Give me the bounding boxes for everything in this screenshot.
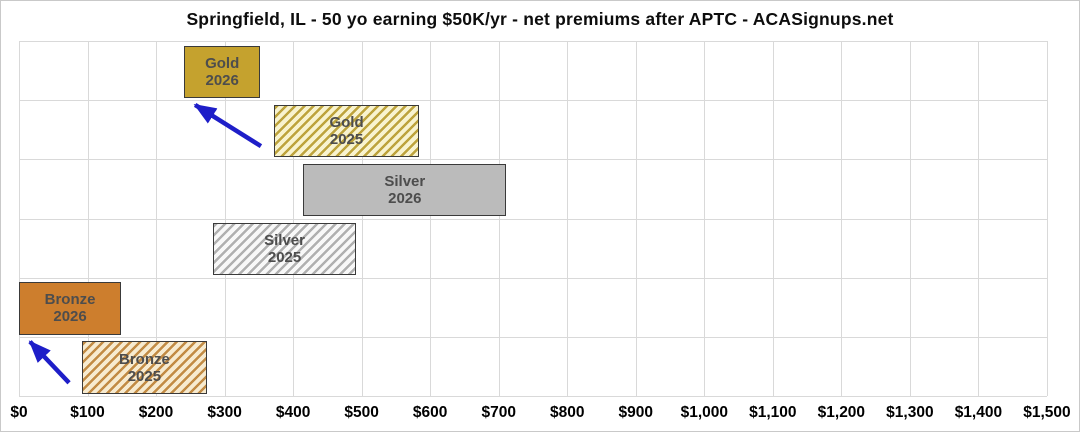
gridline-horizontal — [19, 336, 1047, 338]
bar-year-label: 2025 — [127, 367, 162, 385]
range-bar-bronze-2026: Bronze 2026 — [19, 282, 122, 335]
range-bar-gold-2025: Gold 2025 — [273, 104, 420, 158]
x-axis-tick-label: $500 — [344, 404, 379, 421]
gridline-horizontal — [19, 277, 1047, 279]
gridline-horizontal — [19, 100, 1047, 102]
gridline-horizontal — [19, 159, 1047, 161]
x-axis-tick-label: $300 — [207, 404, 242, 421]
bar-year-label: 2026 — [53, 308, 87, 326]
bar-tier-label: Bronze — [44, 291, 96, 309]
bar-year-label: 2026 — [388, 190, 422, 208]
gridline-horizontal — [19, 218, 1047, 220]
bar-year-label: 2025 — [267, 249, 302, 267]
x-axis-tick-label: $900 — [618, 404, 653, 421]
bar-tier-label: Silver — [384, 173, 426, 191]
gridline-horizontal — [19, 396, 1047, 397]
x-axis-tick-label: $1,500 — [1023, 404, 1071, 421]
x-axis-tick-label: $100 — [70, 404, 105, 421]
x-axis-tick-label: $0 — [10, 404, 28, 421]
x-axis-tick-label: $800 — [549, 404, 585, 421]
x-axis-tick-label: $1,100 — [749, 404, 797, 421]
x-axis-tick-label: $1,200 — [817, 404, 866, 421]
trend-arrow-bronze — [28, 340, 71, 385]
x-axis-tick-label: $700 — [481, 404, 516, 421]
x-axis-tick-label: $400 — [275, 404, 311, 421]
range-bar-silver-2025: Silver 2025 — [212, 223, 357, 276]
chart-title: Springfield, IL - 50 yo earning $50K/yr … — [186, 9, 894, 29]
bar-tier-label: Gold — [205, 54, 240, 72]
x-axis-tick-label: $200 — [138, 404, 174, 421]
bar-year-label: 2025 — [329, 130, 364, 148]
x-axis-tick-label: $1,000 — [680, 404, 728, 421]
bar-tier-label: Silver — [264, 232, 305, 250]
range-bar-bronze-2025: Bronze 2025 — [82, 341, 207, 394]
x-axis-tick-label: $600 — [412, 404, 448, 421]
trend-arrow-gold — [193, 103, 263, 149]
x-axis-tick-label: $1,300 — [886, 404, 934, 421]
gridline-horizontal — [19, 41, 1047, 42]
gridline-vertical — [1046, 41, 1048, 396]
x-axis-tick-label: $1,400 — [954, 404, 1003, 421]
bar-tier-label: Bronze — [118, 350, 170, 368]
range-bar-silver-2026: Silver 2026 — [303, 163, 507, 217]
range-bar-gold-2026: Gold 2026 — [184, 45, 261, 98]
bar-year-label: 2026 — [205, 71, 239, 89]
bar-tier-label: Gold — [329, 113, 364, 131]
